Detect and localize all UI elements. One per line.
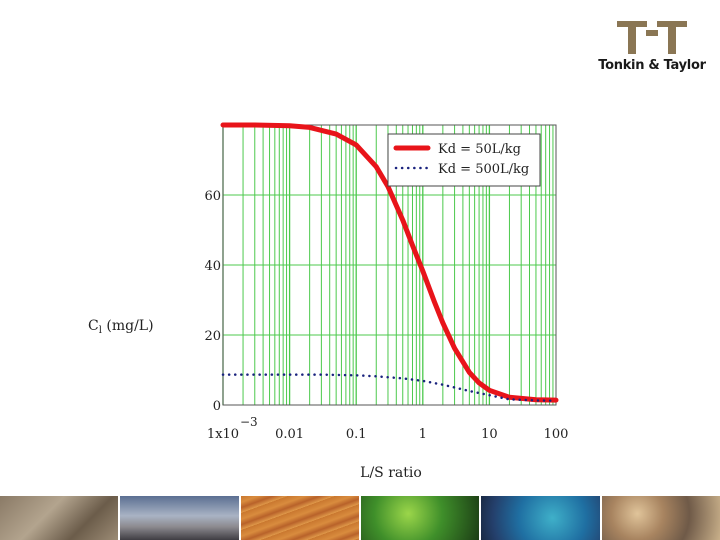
plot-frame	[222, 124, 557, 406]
footer-tile-stones	[599, 496, 720, 540]
y-axis-label-unit: (mg/L)	[102, 318, 154, 334]
x-axis-label: L/S ratio	[360, 465, 422, 481]
series-layer	[220, 122, 559, 403]
tt-logo-mark-icon	[617, 21, 687, 54]
tonkin-taylor-logo: Tonkin & Taylor	[596, 18, 708, 76]
legend-label-2: Kd = 500L/kg	[438, 162, 529, 177]
series-line-2	[221, 373, 558, 403]
y-tick-label-0: 0	[213, 399, 221, 414]
x-tick-label-2: 0.1	[346, 427, 367, 442]
x-tick-label-4: 10	[481, 427, 498, 442]
legend-box	[387, 133, 541, 187]
x-axis-ticks: 1x10−3 0.01 0.1 1 10 100	[207, 415, 568, 442]
x-tick-label-3: 1	[419, 427, 427, 442]
x-tick-label-5: 100	[544, 427, 569, 442]
x-tick-label-0: 1x10	[207, 427, 239, 442]
series-line-1	[220, 122, 559, 403]
x-tick-label-1: 0.01	[275, 427, 304, 442]
legend-label-1: Kd = 50L/kg	[438, 142, 521, 157]
leaching-chart: Kd = 50L/kg Kd = 500L/kg 1x10 −3 0.01 0.1 1 10…	[88, 122, 568, 481]
y-axis-label: Cl (mg/L)	[88, 318, 154, 336]
footer-image-strip	[0, 496, 720, 540]
x-tick-exponent-0: −3	[240, 415, 258, 429]
footer-tile-sand	[238, 496, 359, 540]
y-tick-label-2: 40	[204, 259, 221, 274]
y-axis-ticks: 0 20 40 60	[204, 189, 221, 414]
y-tick-label-1: 20	[204, 329, 221, 344]
legend: Kd = 50L/kg Kd = 500L/kg	[387, 133, 541, 187]
y-tick-label-3: 60	[204, 189, 221, 204]
grid	[222, 125, 556, 406]
footer-tile-paua	[479, 496, 600, 540]
y-axis-label-main: C	[88, 318, 99, 334]
footer-tile-fern	[358, 496, 480, 540]
brand-name: Tonkin & Taylor	[598, 58, 706, 73]
chart-svg: Kd = 50L/kg Kd = 500L/kg 1x10−3 0.01 0.1 1 10…	[88, 122, 568, 481]
footer-tile-carving	[0, 496, 119, 540]
y-axis-label-sub: l	[99, 325, 102, 336]
footer-tile-sky	[118, 496, 239, 540]
